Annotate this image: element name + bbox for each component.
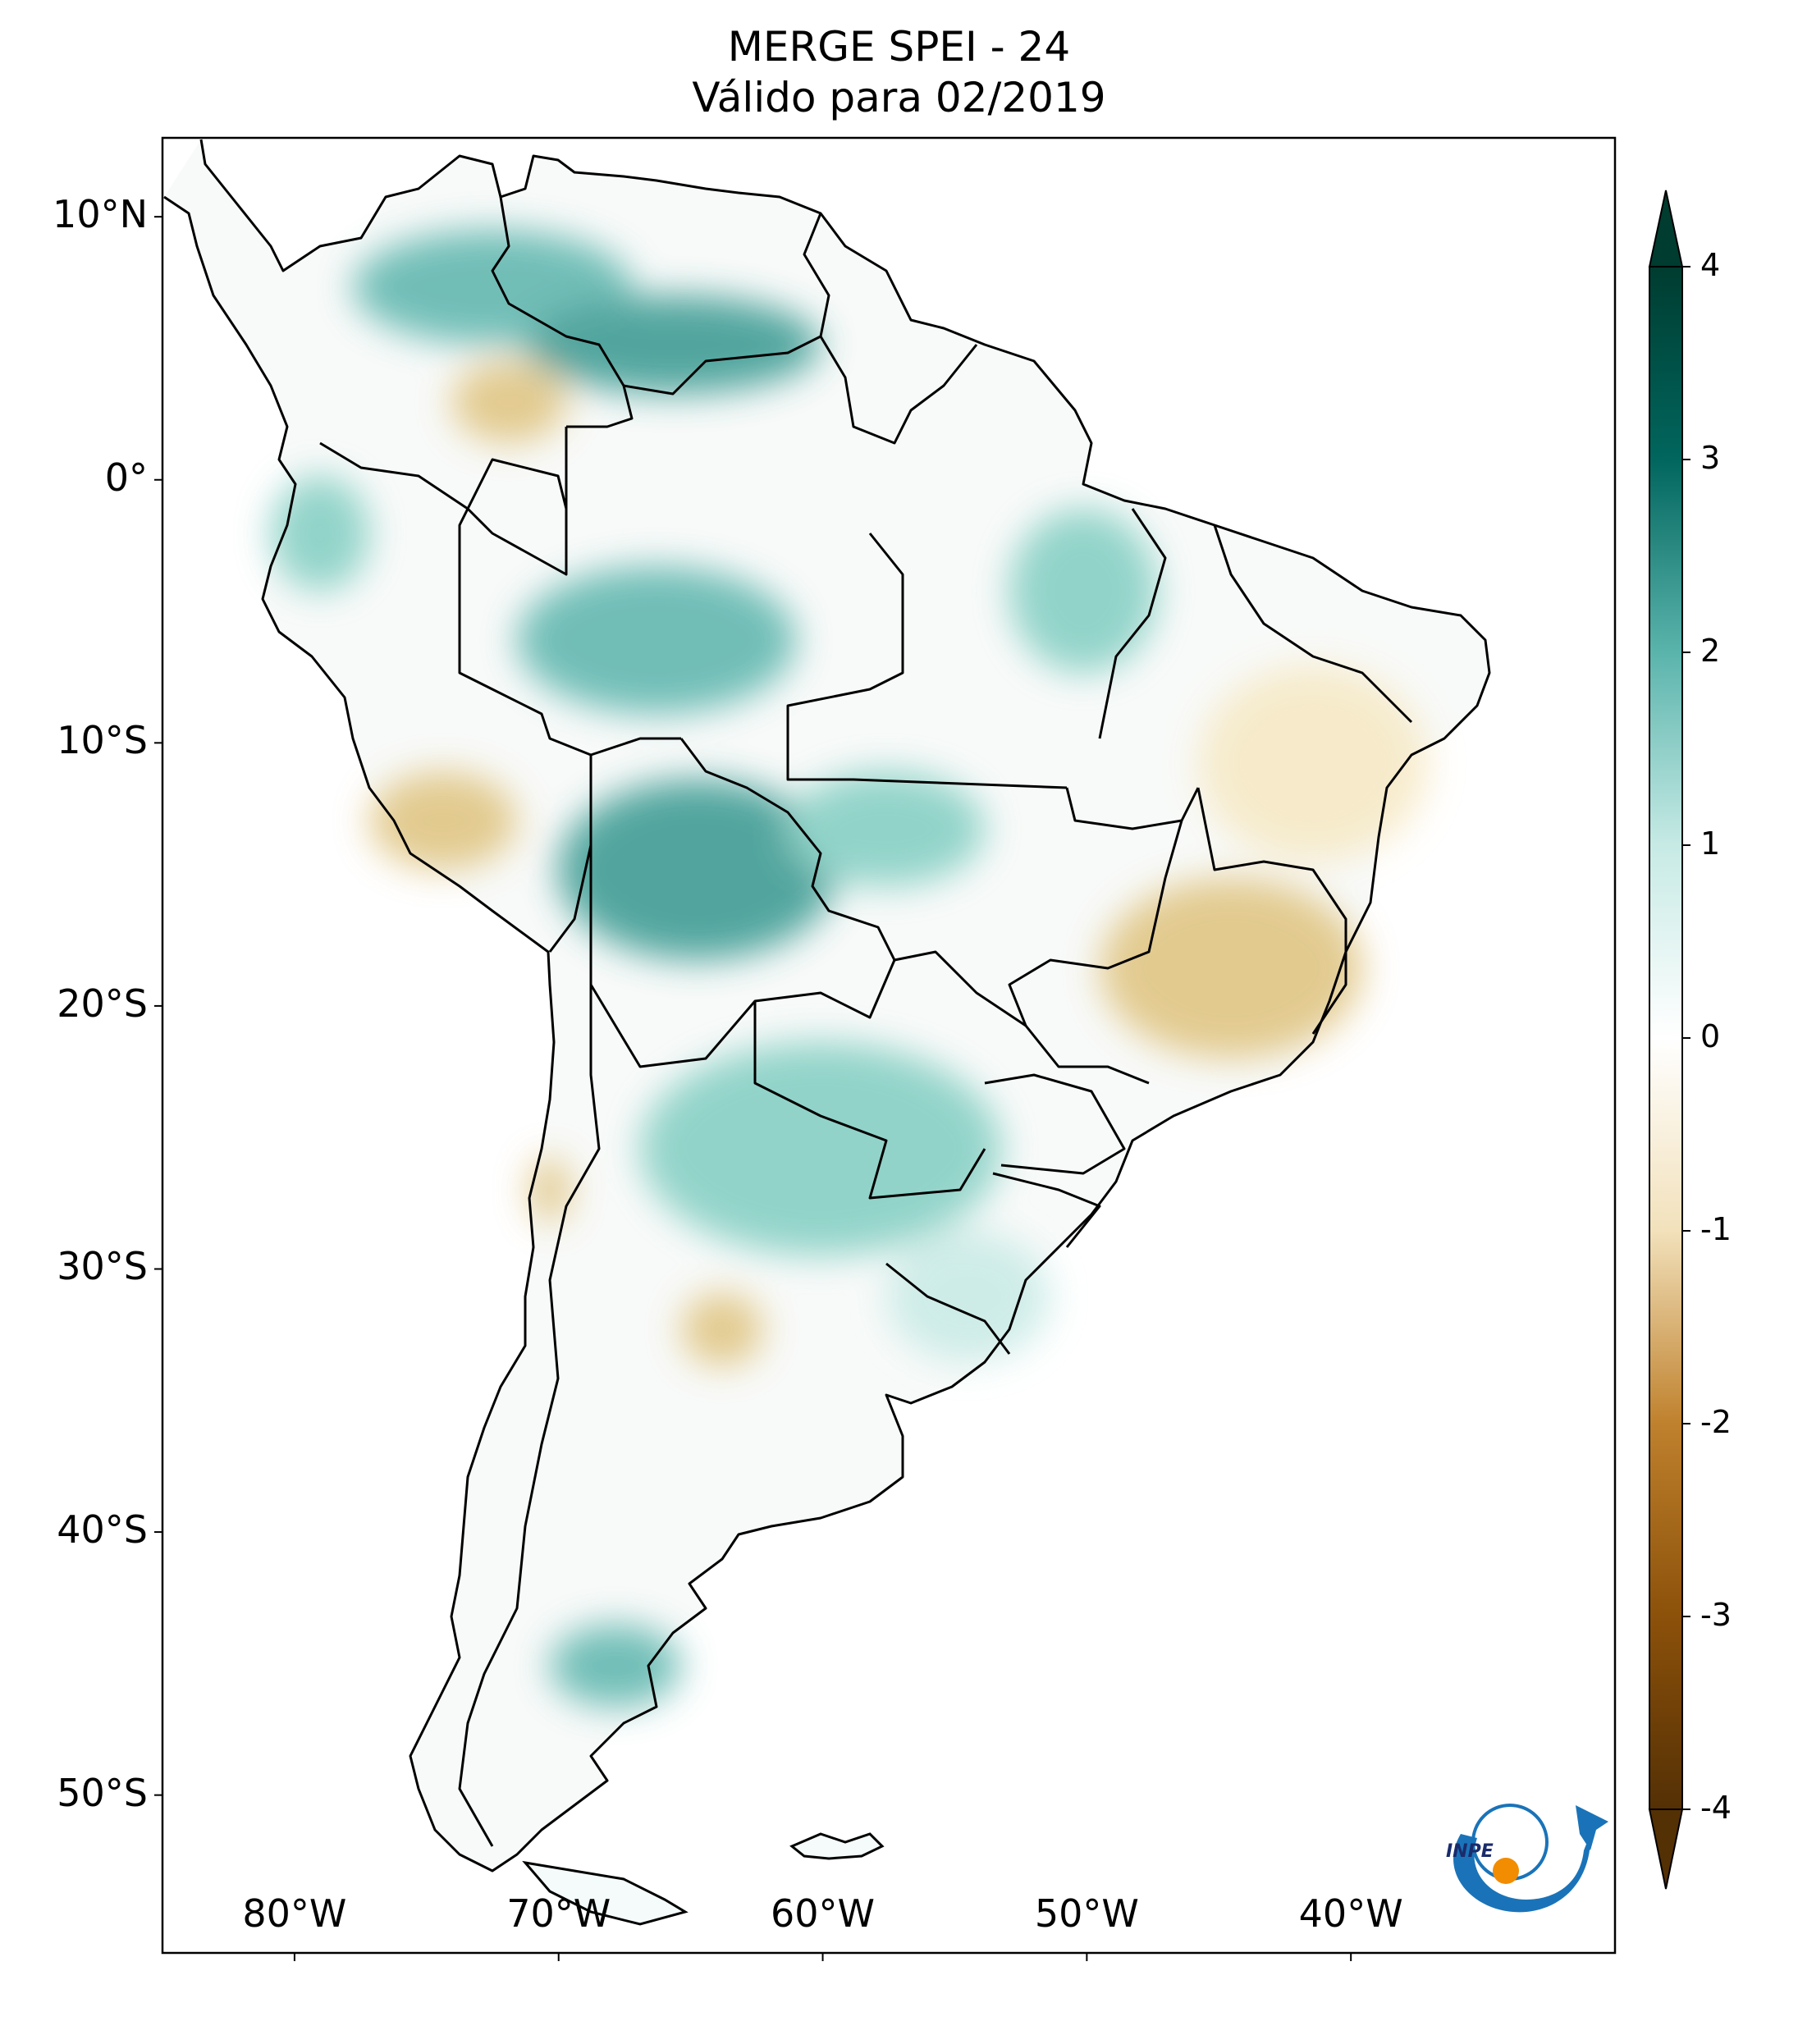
lon-tick-label: 60°W	[771, 1891, 876, 1936]
border-colombia-venezuela	[491, 196, 634, 428]
colorbar	[1648, 190, 1690, 1890]
dry-anomaly-atacama	[529, 1157, 570, 1223]
border-venezuela-brazil	[623, 213, 830, 396]
colorbar-tick-label: 0	[1700, 1018, 1721, 1054]
lat-tick-label: 30°S	[57, 1244, 148, 1289]
border-peru-brazil	[458, 458, 681, 757]
country-borders	[163, 139, 1491, 1873]
border-brazil-states-4	[1196, 787, 1347, 1035]
colorbar-tick-label: 2	[1700, 633, 1721, 669]
wet-anomaly-bolivia	[558, 780, 837, 960]
colorbar-tick-label: -1	[1700, 1211, 1732, 1247]
lat-tick-label: 20°S	[57, 981, 148, 1026]
lat-tick-label: 50°S	[57, 1770, 148, 1815]
dry-anomaly-minas	[1100, 878, 1362, 1059]
border-brazil-states-7	[894, 950, 1150, 1085]
wet-anomaly-rondonia	[788, 771, 985, 886]
border-brazil-states-3	[1008, 820, 1183, 1027]
colorbar-tick-label: 3	[1700, 440, 1721, 476]
wet-anomaly-chaco	[640, 1042, 1001, 1255]
continent-outline	[163, 139, 1491, 1873]
map-subtitle: Válido para 02/2019	[692, 74, 1106, 121]
border-brazil-states-5	[1098, 508, 1167, 739]
border-guianas	[819, 336, 978, 445]
border-brazil-states-2	[1065, 787, 1200, 830]
colorbar-tick-label: -3	[1700, 1597, 1732, 1633]
border-brazil-states-9	[992, 1172, 1101, 1248]
logo-sun	[1493, 1858, 1519, 1884]
colorbar-tick-label: 4	[1700, 247, 1721, 283]
colorbar-tick-label: 1	[1700, 825, 1721, 862]
dry-anomaly-argentina	[681, 1292, 763, 1366]
dry-anomaly-colombia	[451, 361, 566, 443]
tierra-del-fuego	[522, 1860, 689, 1926]
colorbar-extend-bottom	[1648, 1809, 1684, 1890]
colorbar-extend-top	[1648, 190, 1684, 268]
map-title: MERGE SPEI - 24	[727, 23, 1071, 71]
lat-tick-label: 40°S	[57, 1507, 148, 1552]
logo-arrow	[1576, 1805, 1608, 1850]
wet-anomaly-ecuador	[271, 476, 369, 591]
border-argentina-uruguay	[885, 1262, 1011, 1355]
border-paraguay-argentina	[753, 1001, 986, 1200]
border-brazil-states-8	[984, 1073, 1126, 1175]
islands	[522, 1832, 885, 1926]
colorbar-bar	[1649, 266, 1683, 1810]
border-chile-argentina	[458, 985, 601, 1847]
colorbar-tick-label: -2	[1700, 1404, 1732, 1440]
falkland-islands	[789, 1832, 885, 1860]
lat-tick-label: 10°S	[57, 718, 148, 763]
inpe-logo-icon: INPE	[1446, 1804, 1608, 1913]
lon-tick-label: 80°W	[242, 1891, 347, 1936]
wet-anomaly-para	[1009, 509, 1157, 673]
wet-anomaly-amazon	[517, 566, 796, 714]
lat-tick-label: 10°N	[53, 192, 148, 237]
border-bolivia-paraguay	[589, 845, 896, 1068]
dry-anomaly-peru	[369, 771, 517, 870]
spei-field	[271, 230, 1428, 1707]
wet-anomaly-patagonia	[550, 1625, 681, 1707]
lat-tick-label: 0°	[104, 455, 148, 500]
border-bolivia-brazil	[679, 738, 896, 961]
border-brazil-states-6	[1213, 524, 1413, 724]
border-peru-bolivia	[548, 755, 592, 953]
colorbar-tick-label: -4	[1700, 1790, 1732, 1826]
lon-tick-label: 70°W	[506, 1891, 611, 1936]
south-america-landmass	[164, 139, 1489, 1871]
wet-anomaly-uruguay	[886, 1231, 1050, 1362]
wet-anomaly-venezuela	[525, 295, 821, 394]
border-brazil-states-1	[786, 533, 1068, 789]
logo-swoosh	[1453, 1834, 1591, 1913]
logo-text: INPE	[1446, 1841, 1494, 1862]
lon-tick-label: 40°W	[1298, 1891, 1403, 1936]
dry-anomaly-northeast-brazil	[1198, 665, 1428, 862]
axis-ticks	[154, 216, 1352, 1961]
lon-tick-label: 50°W	[1034, 1891, 1139, 1936]
